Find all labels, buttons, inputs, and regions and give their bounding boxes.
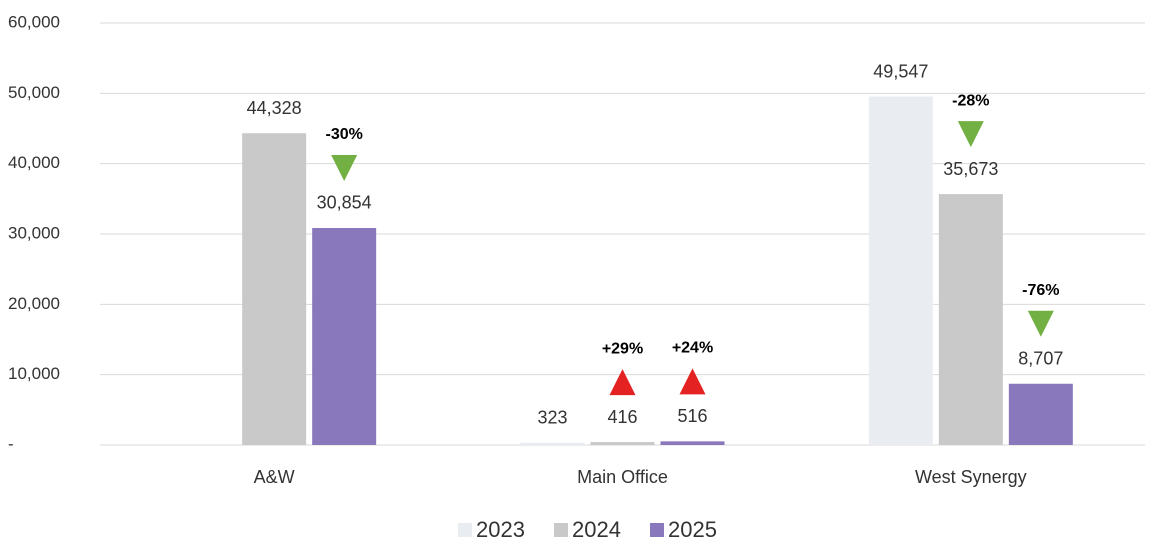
bar [312,227,377,445]
value-label: 323 [537,407,567,427]
value-label: 49,547 [873,61,928,81]
y-tick-label: 30,000 [8,223,60,242]
value-label: 8,707 [1018,349,1063,369]
y-tick-label: 40,000 [8,153,60,172]
x-tick-label: Main Office [577,467,668,487]
y-tick-label: 50,000 [8,83,60,102]
change-marker [331,154,358,181]
value-label: 30,854 [317,193,372,213]
legend-label: 2025 [668,517,717,542]
bar [242,133,307,446]
change-label: -28% [952,92,989,109]
y-tick-label: 20,000 [8,294,60,313]
value-label: 416 [607,407,637,427]
value-label: 516 [677,406,707,426]
value-label: 35,673 [943,159,998,179]
legend-label: 2023 [476,517,525,542]
value-label: 44,328 [247,98,302,118]
change-marker [609,369,636,396]
legend-swatch [554,523,568,537]
x-tick-label: A&W [254,467,295,487]
change-label: +29% [602,340,643,357]
change-label: +24% [672,340,713,357]
bar [868,96,933,445]
x-tick-label: West Synergy [915,467,1027,487]
legend-label: 2024 [572,517,621,542]
change-label: -30% [325,126,362,143]
change-marker [957,121,984,148]
legend-swatch [458,523,472,537]
bar [1008,383,1073,445]
bar [938,194,1003,445]
change-marker [1027,310,1054,337]
bar [660,441,725,445]
y-tick-label: 10,000 [8,364,60,383]
y-tick-label: 60,000 [8,12,60,31]
bar [520,442,585,445]
y-tick-label: - [8,434,14,453]
change-marker [679,368,706,395]
bar [590,442,655,445]
legend-swatch [650,523,664,537]
change-label: -76% [1022,282,1059,299]
